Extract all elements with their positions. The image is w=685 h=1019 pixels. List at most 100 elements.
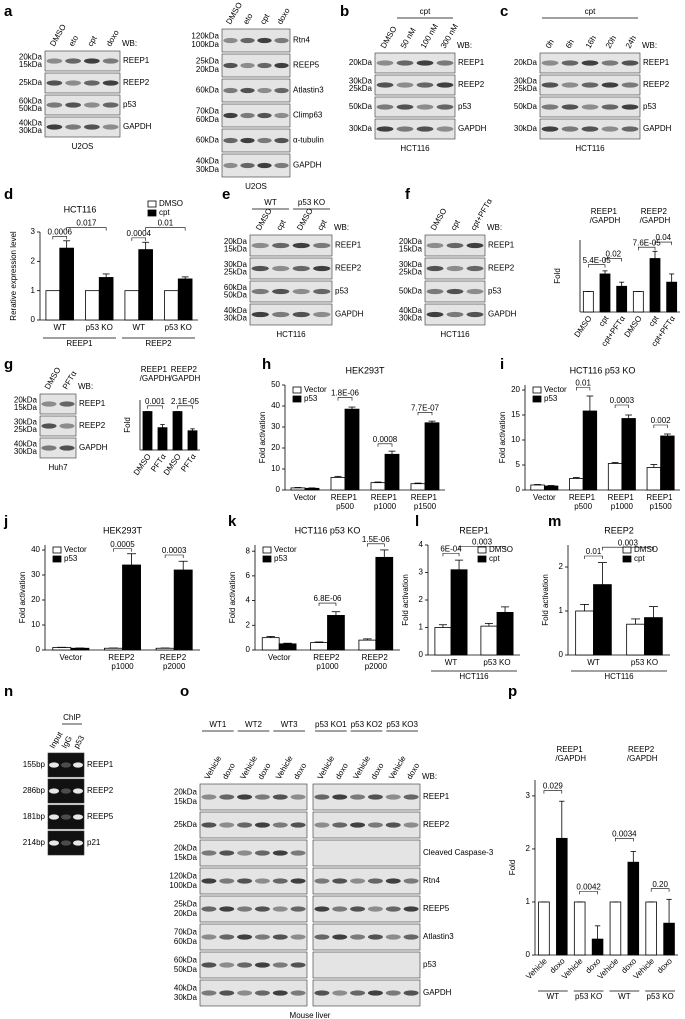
p-value: 1.8E-06 xyxy=(331,389,360,398)
blot-strip xyxy=(221,103,291,128)
x-tick-label: cpt xyxy=(597,314,611,329)
lane-label: DMSO xyxy=(48,23,68,48)
lane-label: 20h xyxy=(604,34,618,50)
y-tick-label: 40 xyxy=(271,401,280,410)
band xyxy=(257,162,272,169)
group-label: WT3 xyxy=(281,720,298,729)
band xyxy=(416,104,434,110)
legend-swatch xyxy=(532,386,542,394)
band xyxy=(46,80,63,86)
chart-title: REEP1 xyxy=(459,525,489,535)
legend-label: DMSO xyxy=(159,199,183,208)
y-tick-label: 1 xyxy=(31,286,36,295)
error-bar xyxy=(547,485,555,486)
bar xyxy=(124,290,140,321)
band xyxy=(274,112,289,119)
band xyxy=(254,934,270,940)
band xyxy=(201,962,217,968)
bar xyxy=(45,290,61,321)
lane-label: cpt xyxy=(275,218,289,232)
p-value: 7.7E-07 xyxy=(411,403,440,412)
error-bar xyxy=(314,641,324,643)
band xyxy=(350,794,366,800)
bar xyxy=(480,625,498,656)
legend-label: p53 xyxy=(274,554,288,563)
row-label: GAPDH xyxy=(423,988,452,997)
band xyxy=(621,104,639,110)
marker-label: 30kDa xyxy=(174,993,198,1002)
error-bar xyxy=(572,477,580,479)
band xyxy=(223,87,238,94)
band xyxy=(446,242,464,249)
band xyxy=(396,126,414,132)
group-label: p53 KO3 xyxy=(386,720,418,729)
marker-label: 20kDa xyxy=(514,58,538,67)
blot-strip xyxy=(374,96,456,118)
marker-label: 30kDa xyxy=(349,124,373,133)
band xyxy=(48,762,60,768)
row-label: REEP2 xyxy=(335,264,362,273)
marker-label: 30kDa xyxy=(14,447,38,456)
band xyxy=(254,906,270,912)
marker-label: 25kDa xyxy=(349,84,373,93)
bar xyxy=(569,478,584,491)
bar xyxy=(575,610,594,656)
y-tick-label: 3 xyxy=(31,227,36,236)
band xyxy=(84,124,100,130)
bar xyxy=(327,615,345,651)
group-label: p53 KO xyxy=(575,992,602,1001)
band xyxy=(251,311,269,318)
row-label: REEP1 xyxy=(335,241,362,250)
x-tick-label: PFTα xyxy=(179,452,198,474)
legend-swatch xyxy=(147,209,157,217)
bar xyxy=(410,483,426,491)
legend-swatch xyxy=(292,395,302,403)
row-label: REEP1 xyxy=(79,399,106,408)
row-label: REEP2 xyxy=(423,820,450,829)
band xyxy=(290,990,306,996)
band xyxy=(254,822,270,828)
marker-label: 30kDa xyxy=(399,260,423,269)
error-bar xyxy=(380,549,389,558)
x-tick-label: WT xyxy=(54,323,67,332)
cell-line-label: U2OS xyxy=(72,142,94,151)
band xyxy=(102,80,119,86)
marker-label: 120kDa xyxy=(191,31,219,40)
error-bar xyxy=(178,560,188,570)
band xyxy=(65,102,81,108)
band xyxy=(201,990,217,996)
row-label: REEP1 xyxy=(488,241,515,250)
band xyxy=(350,990,366,996)
band xyxy=(292,242,310,249)
x-tick-label: REEP1 p500 xyxy=(331,493,359,511)
band xyxy=(219,850,235,856)
bar xyxy=(384,453,400,491)
band xyxy=(466,288,484,295)
band xyxy=(274,162,289,169)
marker-label: 25kDa xyxy=(224,267,248,276)
p-value: 0.01 xyxy=(158,219,174,228)
band xyxy=(240,87,255,94)
bracket xyxy=(614,404,629,408)
band xyxy=(272,242,290,249)
y-tick-label: 1 xyxy=(526,897,531,906)
blot-strip xyxy=(221,153,291,178)
band xyxy=(254,878,270,884)
marker-label: 50kDa xyxy=(174,965,198,974)
blot-strip xyxy=(44,116,121,138)
band xyxy=(446,265,464,272)
band xyxy=(240,112,255,119)
bar xyxy=(556,837,568,956)
band xyxy=(102,102,119,108)
marker-label: 25kDa xyxy=(399,267,423,276)
group-label: WT xyxy=(618,992,631,1001)
band xyxy=(446,288,464,295)
bar xyxy=(607,463,623,491)
band xyxy=(237,850,253,856)
bar xyxy=(310,642,328,651)
legend-label: cpt xyxy=(634,554,645,563)
marker-label: 25kDa xyxy=(174,820,198,829)
band xyxy=(601,104,619,110)
